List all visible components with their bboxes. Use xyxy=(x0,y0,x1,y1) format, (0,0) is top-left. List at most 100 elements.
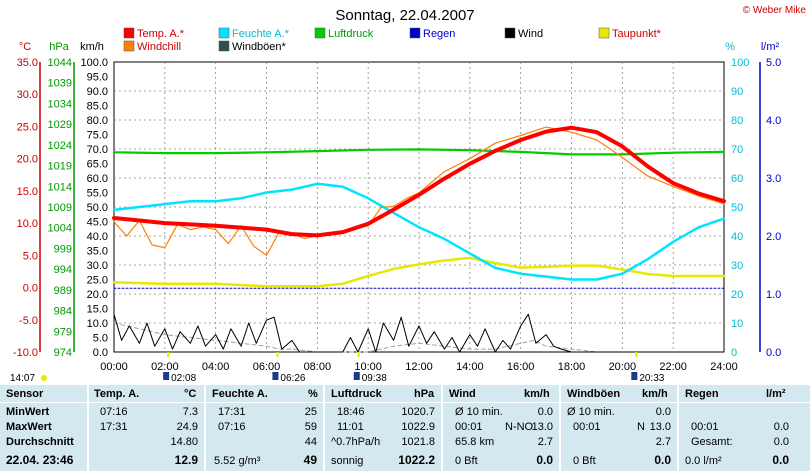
gust-direction: N xyxy=(637,421,645,433)
gust-header: Windböen xyxy=(567,388,621,400)
axes: 35.0 30.0 25.0 20.0 15.0 10.0 5.0 0.0 -5.0 -10.0 1… xyxy=(13,57,781,373)
marker-label: 09:38 xyxy=(362,373,387,384)
legend-swatch xyxy=(123,40,135,52)
sensor-row-max: MaxWert xyxy=(6,421,52,433)
rain-total-current: 0.0 l/m² xyxy=(685,455,722,467)
legend-label: Windböen* xyxy=(232,41,287,53)
legend-swatch xyxy=(123,27,135,39)
humidity-unit: % xyxy=(308,388,318,400)
wind-tick-label: 60.0 xyxy=(87,173,108,185)
marker-icon xyxy=(272,372,279,380)
wind-tick-label: 30.0 xyxy=(87,260,108,272)
wind-unit-label: km/h xyxy=(80,41,104,53)
wind-min-value: 0.0 xyxy=(537,406,553,418)
wind-tick-label: 80.0 xyxy=(87,115,108,127)
wind-tick-label: 65.0 xyxy=(87,159,108,171)
time-markers: 14:07 02:08 06:26 09:38 20:33 xyxy=(10,352,665,384)
rain-tick-label: 3.0 xyxy=(766,173,781,185)
wind-bft: 0 Bft xyxy=(455,455,478,467)
gust-avg-label: Ø 10 min. xyxy=(567,406,615,418)
pressure-tick-label: 989 xyxy=(54,285,72,297)
wind-tick-label: 0.0 xyxy=(93,347,108,359)
legend-label: Temp. A.* xyxy=(137,28,185,40)
legend-swatch xyxy=(314,27,326,39)
humidity-avg-value: 44 xyxy=(304,436,317,448)
temp-tick-label: 10.0 xyxy=(17,218,38,230)
x-tick-label: 12:00 xyxy=(405,361,433,373)
temp-max-value: 24.9 xyxy=(176,421,198,433)
humidity-max-value: 59 xyxy=(304,421,317,433)
series-line-temp-a xyxy=(112,125,726,238)
rain-tick-label: 2.0 xyxy=(766,231,781,243)
wind-tick-label: 15.0 xyxy=(87,304,108,316)
temp-unit-label: °C xyxy=(19,41,31,53)
marker-label: 06:26 xyxy=(280,373,305,384)
temp-tick-label: 15.0 xyxy=(17,186,38,198)
pressure-tick-label: 1004 xyxy=(48,223,72,235)
marker-icon xyxy=(163,372,170,380)
x-tick-label: 16:00 xyxy=(507,361,535,373)
temp-min-time: 07:16 xyxy=(100,406,128,418)
gust-max-value: 13.0 xyxy=(649,421,671,433)
rain-total-label: Gesamt: xyxy=(691,436,733,448)
humidity-tick-label: 0 xyxy=(731,347,737,359)
x-tick-label: 14:00 xyxy=(456,361,484,373)
chart-title: Sonntag, 22.04.2007 xyxy=(335,7,474,24)
x-tick-label: 04:00 xyxy=(202,361,230,373)
pressure-weather: sonnig xyxy=(331,455,364,467)
rain-tick-label: 5.0 xyxy=(766,57,781,69)
legend-label: Taupunkt* xyxy=(612,28,662,40)
x-tick-label: 00:00 xyxy=(100,361,128,373)
wind-tick-label: 70.0 xyxy=(87,144,108,156)
temp-tick-label: -10.0 xyxy=(13,347,38,359)
pressure-tick-label: 1014 xyxy=(48,181,72,193)
rain-tick-label: 0.0 xyxy=(766,347,781,359)
wind-tick-label: 40.0 xyxy=(87,231,108,243)
legend-swatch xyxy=(218,27,230,39)
rain-tick-label: 1.0 xyxy=(766,289,781,301)
pressure-current-value: 1022.2 xyxy=(398,453,435,467)
gust-min-value: 0.0 xyxy=(655,406,671,418)
series-line-luftdruck xyxy=(112,148,726,156)
temp-tick-label: 0.0 xyxy=(23,283,38,295)
temp-unit: °C xyxy=(184,388,197,400)
wind-max-time: 00:01 xyxy=(455,421,483,433)
legend: Temp. A.* Feuchte A.* Luftdruck Regen Wind Ta… xyxy=(123,27,662,53)
humidity-max-time: 07:16 xyxy=(218,421,246,433)
wind-tick-label: 25.0 xyxy=(87,275,108,287)
series-line-feuchte-a xyxy=(112,182,726,281)
rain-unit-label: l/m² xyxy=(761,41,780,53)
rain-avg-value: 0.0 xyxy=(773,436,789,448)
wind-tick-label: 45.0 xyxy=(87,217,108,229)
pressure-trend: ^0.7hPa/h xyxy=(331,436,381,448)
wind-tick-label: 35.0 xyxy=(87,246,108,258)
wind-tick-label: 85.0 xyxy=(87,101,108,113)
humidity-tick-label: 70 xyxy=(731,144,743,156)
gust-unit: km/h xyxy=(642,388,668,400)
legend-swatch xyxy=(218,40,230,52)
wind-tick-label: 10.0 xyxy=(87,318,108,330)
pressure-tick-label: 1044 xyxy=(48,57,72,69)
pressure-header: Luftdruck xyxy=(331,388,382,400)
gust-bft: 0 Bft xyxy=(573,455,596,467)
legend-swatch xyxy=(504,27,516,39)
temp-max-time: 17:31 xyxy=(100,421,128,433)
wind-tick-label: 90.0 xyxy=(87,86,108,98)
pressure-unit: hPa xyxy=(414,388,435,400)
wind-direction: N-NO xyxy=(505,421,534,433)
humidity-tick-label: 40 xyxy=(731,231,743,243)
weather-chart: Sonntag, 22.04.2007 © Weber Mike Temp. A… xyxy=(10,5,806,384)
pressure-tick-label: 1009 xyxy=(48,202,72,214)
rain-unit: l/m² xyxy=(766,388,786,400)
sensor-row-min: MinWert xyxy=(6,406,50,418)
wind-tick-label: 75.0 xyxy=(87,130,108,142)
wind-avg-value: 2.7 xyxy=(537,436,553,448)
gust-avg-value: 2.7 xyxy=(655,436,671,448)
marker-icon xyxy=(353,372,360,380)
wind-tick-label: 100.0 xyxy=(80,57,108,69)
x-tick-label: 06:00 xyxy=(253,361,281,373)
humidity-tick-label: 20 xyxy=(731,289,743,301)
humidity-tick-label: 60 xyxy=(731,173,743,185)
humidity-min-time: 17:31 xyxy=(218,406,246,418)
humidity-current-value: 49 xyxy=(303,453,317,467)
